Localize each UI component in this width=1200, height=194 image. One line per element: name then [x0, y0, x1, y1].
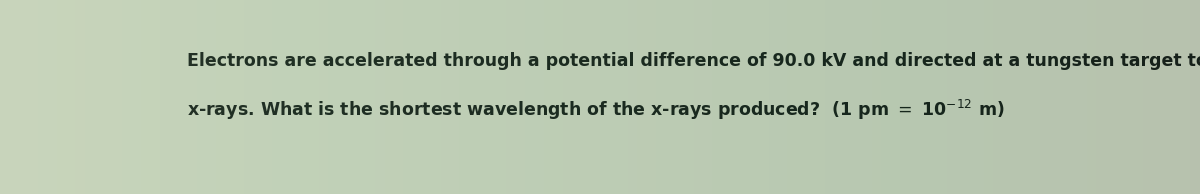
Text: Electrons are accelerated through a potential difference of 90.0 kV and directed: Electrons are accelerated through a pote… — [187, 52, 1200, 70]
Text: x-rays. What is the shortest wavelength of the x-rays produced?  (1 pm $=$ 10$^{: x-rays. What is the shortest wavelength … — [187, 98, 1004, 122]
